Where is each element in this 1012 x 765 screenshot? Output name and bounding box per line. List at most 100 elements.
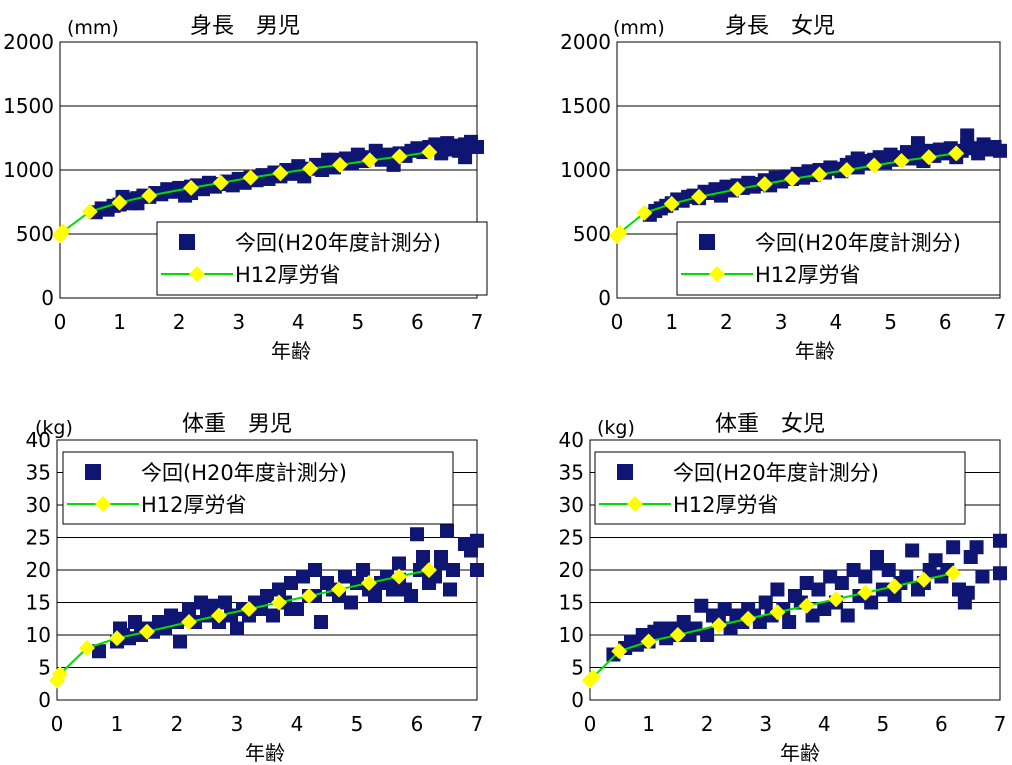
data-point	[308, 563, 322, 577]
reference-point	[302, 160, 319, 177]
data-point	[206, 598, 220, 613]
data-point	[356, 563, 370, 577]
x-tick-label: 6	[411, 310, 424, 334]
data-point	[173, 634, 187, 649]
reference-point	[81, 203, 98, 220]
data-point	[870, 550, 884, 564]
legend: 今回(H20年度計測分) H12厚労省	[156, 221, 488, 296]
reference-point	[640, 633, 657, 650]
data-point	[770, 582, 785, 597]
reference-point	[211, 607, 227, 624]
data-point	[864, 595, 879, 610]
data-point	[182, 602, 196, 616]
x-tick-label: 3	[775, 310, 788, 334]
axis-unit: (kg)	[35, 417, 73, 439]
data-point	[676, 615, 691, 629]
reference-point	[421, 562, 437, 578]
x-tick-label: 1	[113, 310, 126, 334]
legend: 今回(H20年度計測分) H12厚労省	[676, 221, 1001, 296]
data-point	[443, 582, 457, 597]
data-point	[975, 569, 990, 584]
reference-point	[242, 169, 259, 186]
y-tick-label: 1500	[3, 94, 54, 118]
data-point	[440, 136, 455, 151]
reference-point	[857, 584, 874, 601]
data-point	[905, 543, 920, 558]
reference-point	[79, 640, 95, 656]
reference-point	[611, 643, 628, 660]
data-point	[434, 550, 448, 564]
reference-point	[421, 144, 438, 161]
legend-label: 今回(H20年度計測分)	[755, 231, 961, 255]
legend-box	[62, 451, 454, 525]
data-point	[887, 589, 902, 603]
legend-marker-square	[699, 234, 715, 250]
reference-point	[893, 153, 910, 170]
reference-point	[915, 571, 932, 588]
x-tick-label: 3	[232, 310, 245, 334]
data-point	[470, 533, 484, 548]
y-tick-label: 0	[598, 286, 611, 310]
data-point	[846, 563, 861, 577]
data-point	[805, 608, 820, 623]
reference-point	[740, 610, 757, 627]
data-point	[782, 615, 797, 629]
x-tick-label: 0	[584, 712, 597, 736]
legend-box	[156, 221, 488, 296]
y-tick-label: 30	[26, 493, 51, 517]
reference-point	[361, 152, 378, 169]
legend-label: H12厚労省	[755, 263, 861, 287]
reference-point	[769, 604, 786, 621]
data-point	[899, 569, 914, 584]
x-tick-label: 6	[935, 712, 948, 736]
x-tick-label: 5	[876, 712, 889, 736]
reference-point	[611, 224, 628, 241]
x-tick-label: 4	[291, 712, 304, 736]
y-tick-label: 1500	[560, 94, 611, 118]
reference-point	[886, 578, 903, 595]
reference-point	[920, 149, 937, 166]
x-tick-label: 4	[829, 310, 842, 334]
data-point	[960, 585, 975, 600]
x-tick-label: 5	[351, 310, 364, 334]
reference-point	[798, 597, 815, 614]
y-tick-label: 10	[26, 623, 51, 647]
data-point	[799, 576, 814, 590]
x-tick-label: 7	[994, 712, 1007, 736]
y-tick-label: 40	[559, 428, 584, 452]
x-axis-label: 年齢	[245, 741, 285, 765]
reference-point	[691, 188, 708, 205]
data-point	[823, 569, 838, 584]
reference-point	[271, 594, 287, 611]
data-point	[296, 569, 310, 584]
legend-label: 今回(H20年度計測分)	[235, 231, 441, 255]
reference-point	[756, 176, 773, 193]
legend-label: 今回(H20年度計測分)	[673, 461, 879, 485]
reference-point	[272, 165, 289, 182]
data-point	[723, 621, 738, 636]
reference-point	[331, 156, 348, 173]
data-point	[260, 589, 274, 603]
data-point	[928, 553, 943, 568]
y-tick-label: 25	[26, 526, 51, 550]
x-tick-label: 7	[471, 712, 484, 736]
chart-title: 体重 女児	[715, 412, 825, 437]
y-tick-label: 40	[26, 428, 51, 452]
data-point	[284, 602, 298, 616]
axis-unit: (mm)	[67, 17, 119, 39]
x-axis-label: 年齢	[271, 339, 311, 363]
reference-point	[391, 568, 407, 585]
x-tick-label: 0	[611, 310, 624, 334]
y-tick-label: 20	[559, 558, 584, 582]
x-tick-label: 0	[51, 712, 64, 736]
data-point	[910, 136, 925, 151]
reference-point	[584, 669, 601, 686]
data-point	[752, 615, 767, 629]
reference-point	[331, 581, 347, 598]
x-tick-label: 3	[759, 712, 772, 736]
data-point	[817, 602, 832, 616]
legend-marker-diamond	[189, 266, 205, 282]
